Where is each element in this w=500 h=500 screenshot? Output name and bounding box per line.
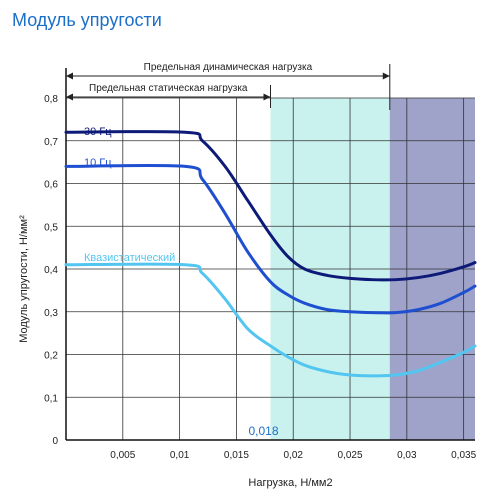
range-annotations: Предельная динамическая нагрузка Предельн…: [66, 62, 391, 110]
y-tick-label: 0,5: [44, 222, 58, 233]
x-tick-label: 0,03: [397, 450, 417, 461]
x-tick-label: 0,005: [110, 450, 135, 461]
axes: 0,005 0,01 0,015 0,02 0,025 0,03 0,035 0 0,1 0,2 0…: [18, 68, 477, 489]
region-label: 0,018: [249, 424, 279, 438]
x-tick-label: 0,035: [451, 450, 476, 461]
y-tick-label: 0,2: [44, 351, 58, 362]
y-tick-label: 0: [52, 436, 58, 447]
y-tick-label: 0,4: [44, 265, 58, 276]
x-tick-label: 0,015: [224, 450, 249, 461]
y-tick-label: 0,8: [44, 94, 58, 105]
labels: 0,018 30 Гц 10 Гц Квазистатический: [84, 126, 279, 438]
series-label-0: 30 Гц: [84, 126, 112, 138]
series-line-2: [64, 262, 477, 378]
x-axis-title: Нагрузка, Н/мм2: [248, 477, 332, 489]
x-tick-label: 0,025: [338, 450, 363, 461]
series-line-0: [64, 130, 477, 282]
y-tick-label: 0,3: [44, 308, 58, 319]
range-label: Предельная динамическая нагрузка: [144, 62, 313, 73]
range-label: Предельная статическая нагрузка: [89, 83, 248, 94]
x-tick-label: 0,02: [283, 450, 303, 461]
range-arrow-left: [66, 93, 73, 101]
page-title: Модуль упругости: [12, 10, 162, 30]
range-arrow-left: [66, 72, 73, 80]
y-tick-label: 0,1: [44, 393, 58, 404]
series-label-1: 10 Гц: [84, 157, 112, 169]
y-tick-label: 0,7: [44, 137, 58, 148]
range-arrow-right: [263, 93, 271, 101]
y-tick-label: 0,6: [44, 180, 58, 191]
y-axis-title: Модуль упругости, Н/мм²: [18, 215, 30, 343]
range-arrow-right: [382, 72, 390, 80]
series-line-1: [64, 163, 477, 315]
x-tick-label: 0,01: [170, 450, 190, 461]
series-label-2: Квазистатический: [84, 252, 175, 264]
series-lines: [64, 130, 477, 378]
